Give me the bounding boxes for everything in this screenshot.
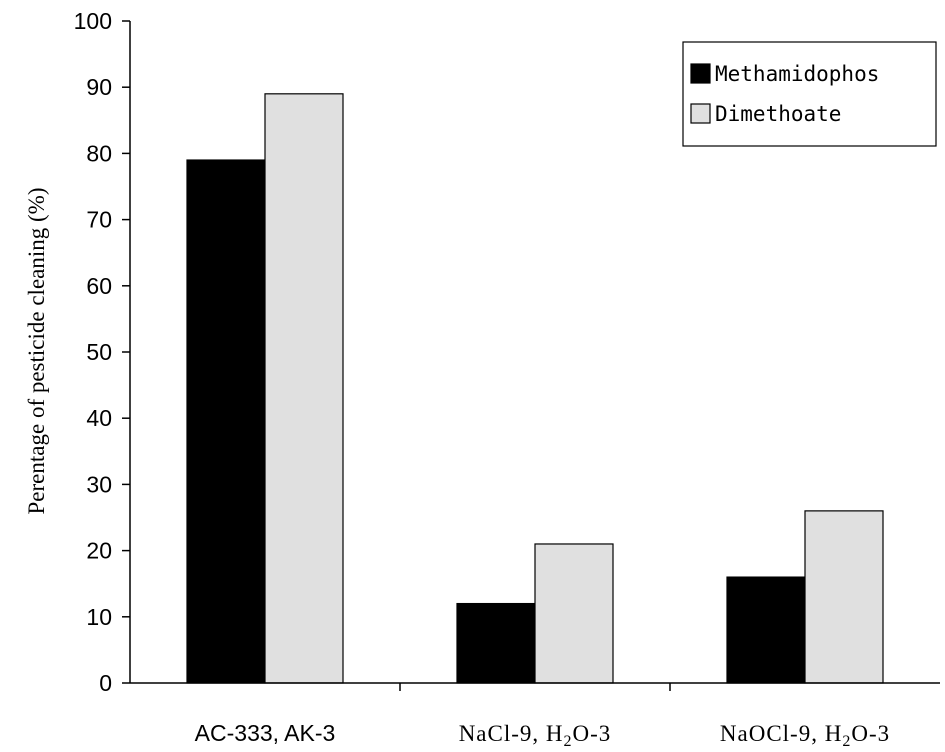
y-tick-label: 30 bbox=[86, 471, 112, 497]
legend: Methamidophos Dimethoate bbox=[682, 41, 937, 147]
y-tick-label: 80 bbox=[86, 140, 112, 166]
bar-methamidophos-1 bbox=[186, 159, 266, 684]
x-axis: AC-333, AK-3 NaCl-9, H2O-3 NaOCl-9, H2O-3 bbox=[130, 682, 940, 750]
y-axis: 0 10 20 30 40 50 60 70 80 90 100 bbox=[74, 8, 131, 696]
bar-methamidophos-3 bbox=[726, 576, 806, 684]
bars bbox=[186, 93, 884, 684]
bar-dimethoate-1 bbox=[264, 93, 344, 684]
bar-dimethoate-3 bbox=[804, 510, 884, 684]
bar-dimethoate-2 bbox=[534, 543, 614, 684]
x-category-label: AC-333, AK-3 bbox=[195, 720, 336, 746]
y-tick-label: 10 bbox=[86, 604, 112, 630]
y-tick-label: 40 bbox=[86, 405, 112, 431]
y-tick-label: 20 bbox=[86, 538, 112, 564]
y-tick-label: 0 bbox=[99, 670, 112, 696]
bar-methamidophos-2 bbox=[456, 602, 536, 684]
y-axis-label: Perentage of pesticide cleaning (%) bbox=[24, 188, 49, 515]
legend-box bbox=[682, 41, 937, 147]
legend-label: Methamidophos bbox=[715, 62, 879, 86]
x-category-label: NaCl-9, H2O-3 bbox=[459, 721, 612, 750]
legend-swatch bbox=[690, 63, 711, 84]
y-tick-label: 100 bbox=[74, 8, 112, 34]
legend-swatch bbox=[690, 103, 711, 124]
y-tick-label: 60 bbox=[86, 273, 112, 299]
legend-label: Dimethoate bbox=[715, 102, 841, 126]
y-tick-label: 70 bbox=[86, 207, 112, 233]
y-tick-label: 50 bbox=[86, 339, 112, 365]
y-tick-label: 90 bbox=[86, 74, 112, 100]
x-category-label: NaOCl-9, H2O-3 bbox=[720, 721, 890, 750]
